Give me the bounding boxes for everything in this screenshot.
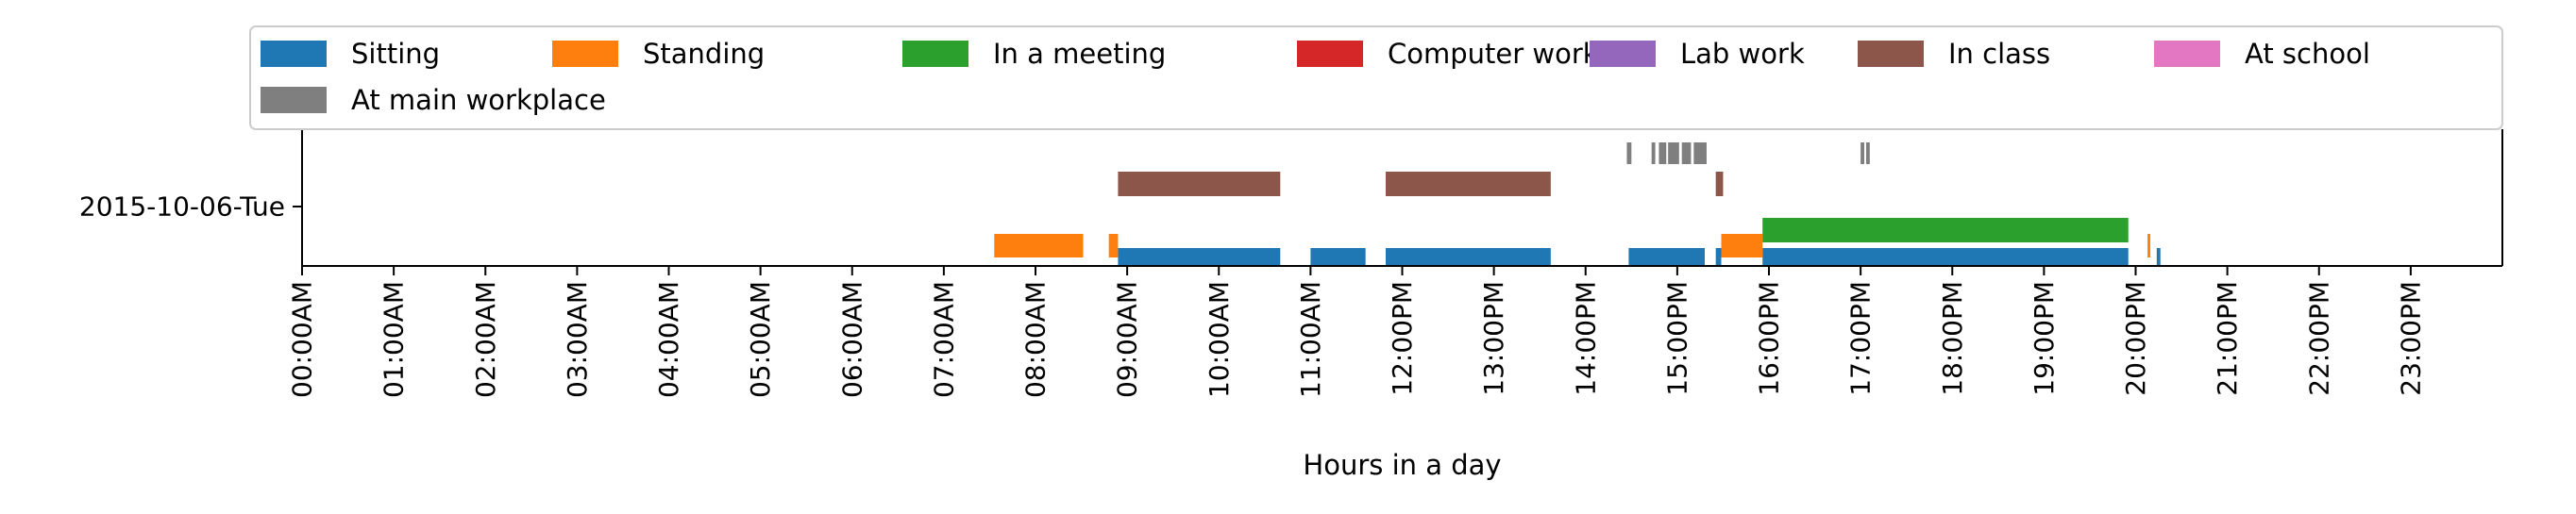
x-tick-label: 23:00PM [2395,281,2426,396]
x-tick-label: 09:00AM [1112,281,1143,398]
bar-in-class [1386,172,1551,196]
legend-label-in-a-meeting: In a meeting [993,38,1166,70]
bar-standing [1721,234,1763,257]
x-tick-label: 13:00PM [1478,281,1509,396]
row-label: 2015-10-06-Tue [79,191,285,223]
x-tick-label: 00:00AM [287,281,318,398]
x-tick-label: 10:00AM [1204,281,1235,398]
x-tick-label: 04:00AM [653,281,684,398]
activity-bars [994,142,2161,266]
bar-standing [2147,234,2151,257]
legend-label-in-class: In class [1948,38,2050,70]
x-tick-label: 18:00PM [1937,281,1968,396]
bar-at-main-workplace [1865,142,1870,164]
bar-sitting [1118,248,1281,266]
bar-sitting [1715,248,1722,266]
x-tick-label: 01:00AM [379,281,410,398]
legend-swatch-standing [552,41,618,67]
legend: Sitting Standing In a meeting Computer work… [249,25,2503,130]
bar-at-main-workplace [1651,142,1656,164]
x-tick-label: 17:00PM [1845,281,1877,396]
bar-at-main-workplace [1693,142,1707,164]
bar-at-main-workplace [1681,142,1692,164]
x-tick-label: 16:00PM [1754,281,1785,396]
bar-sitting [2156,248,2161,266]
bar-in-class [1118,172,1281,196]
bar-at-main-workplace [1626,142,1632,164]
x-tick-label: 11:00AM [1295,281,1326,398]
legend-swatch-at-school [2154,41,2220,67]
legend-label-computer-work: Computer work [1388,38,1599,70]
legend-swatch-at-main-workplace [261,87,327,113]
legend-swatch-lab-work [1590,41,1656,67]
x-tick-label: 06:00AM [836,281,867,398]
bar-standing [994,234,1084,257]
x-tick-label: 03:00AM [562,281,593,398]
bar-sitting [1386,248,1551,266]
bar-sitting [1628,248,1706,266]
x-tick-label: 20:00PM [2120,281,2151,396]
legend-swatch-computer-work [1297,41,1363,67]
bar-standing [1108,234,1119,257]
legend-label-at-main-workplace: At main workplace [351,84,606,116]
x-axis-title: Hours in a day [1303,449,1501,481]
legend-label-at-school: At school [2245,38,2370,70]
bar-sitting [1310,248,1366,266]
x-tick-label: 12:00PM [1387,281,1418,396]
x-tick-label: 21:00PM [2212,281,2243,396]
legend-swatch-in-class [1858,41,1924,67]
legend-label-lab-work: Lab work [1680,38,1805,70]
x-tick-label: 02:00AM [470,281,501,398]
bar-at-main-workplace [1860,142,1865,164]
bar-at-main-workplace [1668,142,1679,164]
legend-swatch-sitting [261,41,327,67]
x-tick-label: 22:00PM [2303,281,2334,396]
x-tick-label: 14:00PM [1570,281,1601,396]
x-tick-label: 08:00AM [1020,281,1052,398]
x-tick-label: 05:00AM [745,281,776,398]
bar-in-a-meeting [1762,218,2129,242]
x-tick-label: 19:00PM [2029,281,2060,396]
bar-at-main-workplace [1658,142,1667,164]
axes: 2015-10-06-Tue 00:00AM 01:00AM 02:00AM 03:00… [79,129,2503,481]
x-tick-label: 15:00PM [1661,281,1692,396]
bar-in-class [1715,172,1724,196]
legend-swatch-in-a-meeting [902,41,968,67]
legend-label-standing: Standing [643,38,765,70]
bar-sitting [1762,248,2129,266]
legend-label-sitting: Sitting [351,38,440,70]
x-tick-label: 07:00AM [928,281,959,398]
legend-box [249,25,2503,130]
